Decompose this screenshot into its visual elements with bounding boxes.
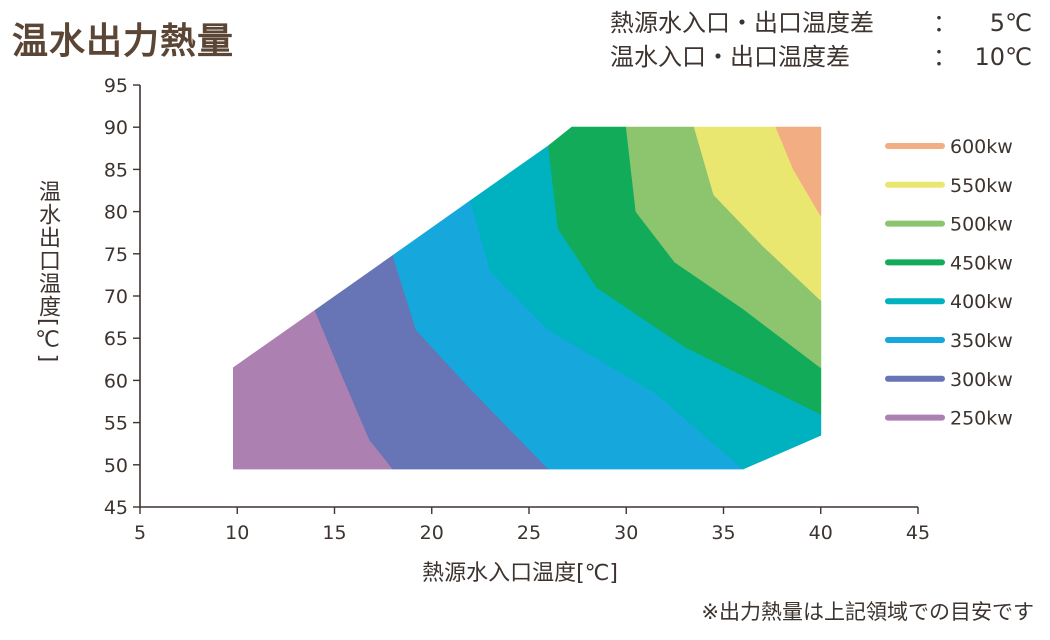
legend-item-300kw: 300kw [885,369,1013,391]
y-tick-label: 70 [104,286,128,308]
chart-title: 温水出力熱量 [12,21,235,62]
legend-label: 450kw [950,252,1013,274]
legend-item-350kw: 350kw [885,330,1013,352]
legend-label: 500kw [950,214,1013,236]
legend-item-600kw: 600kw [885,136,1013,158]
y-tick-label: 60 [104,370,128,392]
legend-item-550kw: 550kw [885,175,1013,197]
band-600kw [775,126,822,217]
y-tick-label: 55 [104,413,128,435]
condition-colon: ： [933,9,957,37]
condition-colon: ： [933,43,957,71]
legend-item-500kw: 500kw [885,214,1013,236]
x-tick-label: 40 [809,522,833,544]
x-tick-label: 5 [134,522,146,544]
condition-value: 10℃ [974,43,1033,71]
y-tick-labels: 45 50 55 60 65 70 75 80 85 90 95 [104,75,140,519]
x-tick-labels: 5 10 15 20 25 30 35 40 45 [134,507,930,544]
y-tick-label: 85 [104,159,128,181]
x-tick-label: 25 [517,522,541,544]
legend-label: 350kw [950,330,1013,352]
condition-row-hot-water: 温水入口・出口温度差 ： 10℃ [610,40,1032,74]
y-tick-label: 75 [104,244,128,266]
y-tick-label: 95 [104,75,128,97]
y-tick-label: 80 [104,202,128,224]
legend-item-400kw: 400kw [885,291,1013,313]
x-tick-label: 45 [906,522,930,544]
condition-value: 5℃ [989,9,1032,37]
y-tick-label: 65 [104,328,128,350]
legend-label: 600kw [950,136,1013,158]
legend-item-250kw: 250kw [885,408,1013,430]
y-tick-label: 45 [104,497,128,519]
x-axis-label: 熱源水入口温度[℃] [422,561,618,586]
legend-label: 550kw [950,175,1013,197]
condition-label: 温水入口・出口温度差 [610,43,850,71]
x-tick-label: 20 [420,522,444,544]
conditions-block: 熱源水入口・出口温度差 ： 5℃ 温水入口・出口温度差 ： 10℃ [610,6,1032,74]
condition-row-heat-source: 熱源水入口・出口温度差 ： 5℃ [610,6,1032,40]
legend-label: 300kw [950,369,1013,391]
legend-item-450kw: 450kw [885,252,1013,274]
y-tick-label: 90 [104,117,128,139]
footnote: ※出力熱量は上記領域での目安です [701,600,1034,624]
legend-label: 400kw [950,291,1013,313]
y-tick-label: 50 [104,455,128,477]
condition-label: 熱源水入口・出口温度差 [610,9,874,37]
x-tick-label: 10 [225,522,249,544]
x-tick-label: 30 [614,522,638,544]
legend: 600kw 550kw 500kw 450kw 400kw 350kw 300kw 250kw [885,136,1013,430]
heat-bands [232,126,822,470]
x-tick-label: 35 [711,522,735,544]
y-axis-label: 温水出口温度[℃] [35,180,60,364]
legend-label: 250kw [950,408,1013,430]
x-tick-label: 15 [322,522,346,544]
